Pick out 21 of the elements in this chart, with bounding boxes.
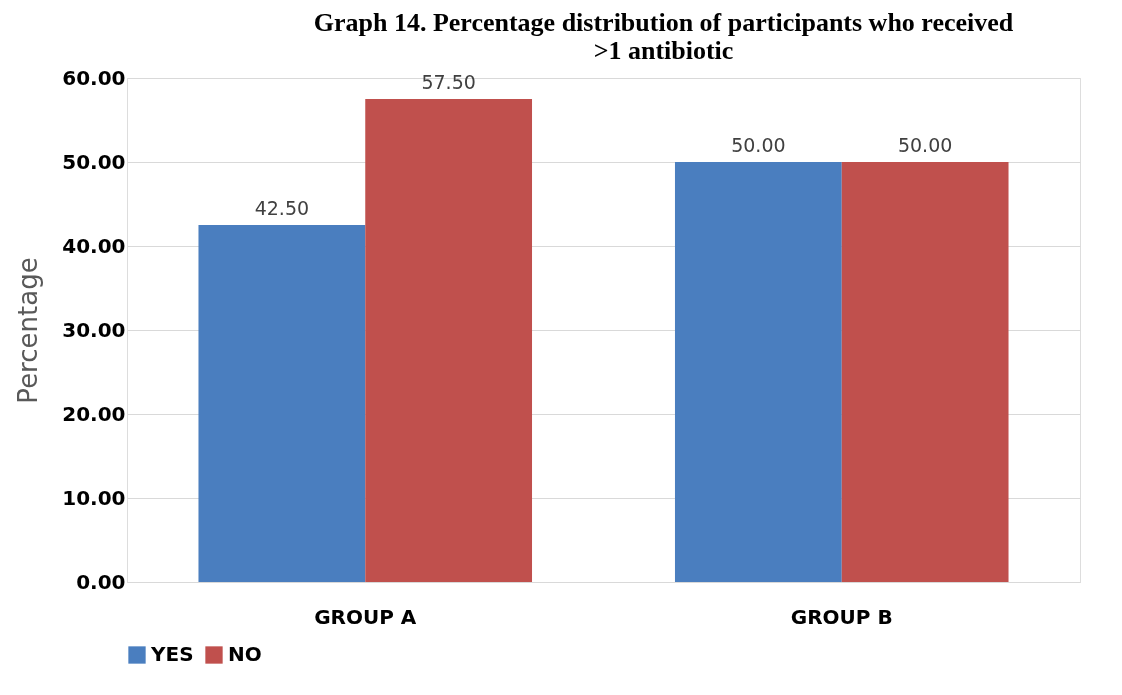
x-tick-label: GROUP A xyxy=(314,604,417,629)
y-tick-label: 60.00 xyxy=(62,65,126,90)
data-label: 50.00 xyxy=(897,134,953,156)
y-tick-label: 50.00 xyxy=(62,149,126,174)
y-tick-label: 20.00 xyxy=(62,401,126,426)
data-label: 57.50 xyxy=(421,71,476,93)
legend-label: NO xyxy=(228,642,262,666)
x-tick-label: GROUP B xyxy=(790,604,893,629)
bar xyxy=(198,225,366,582)
y-tick-label: 0.00 xyxy=(76,569,126,594)
data-label: 42.50 xyxy=(254,197,310,219)
bar xyxy=(365,99,533,582)
bar xyxy=(674,162,842,582)
y-tick-label: 30.00 xyxy=(62,317,126,342)
y-axis-title: Percentage xyxy=(13,257,44,404)
data-label: 50.00 xyxy=(731,134,786,156)
legend-label: YES xyxy=(150,642,194,666)
y-tick-label: 40.00 xyxy=(62,233,126,258)
y-tick-label: 10.00 xyxy=(62,485,126,510)
bar xyxy=(841,162,1009,582)
chart-title: Graph 14. Percentage distribution of participants who received >1 antibiotic xyxy=(313,8,1014,65)
